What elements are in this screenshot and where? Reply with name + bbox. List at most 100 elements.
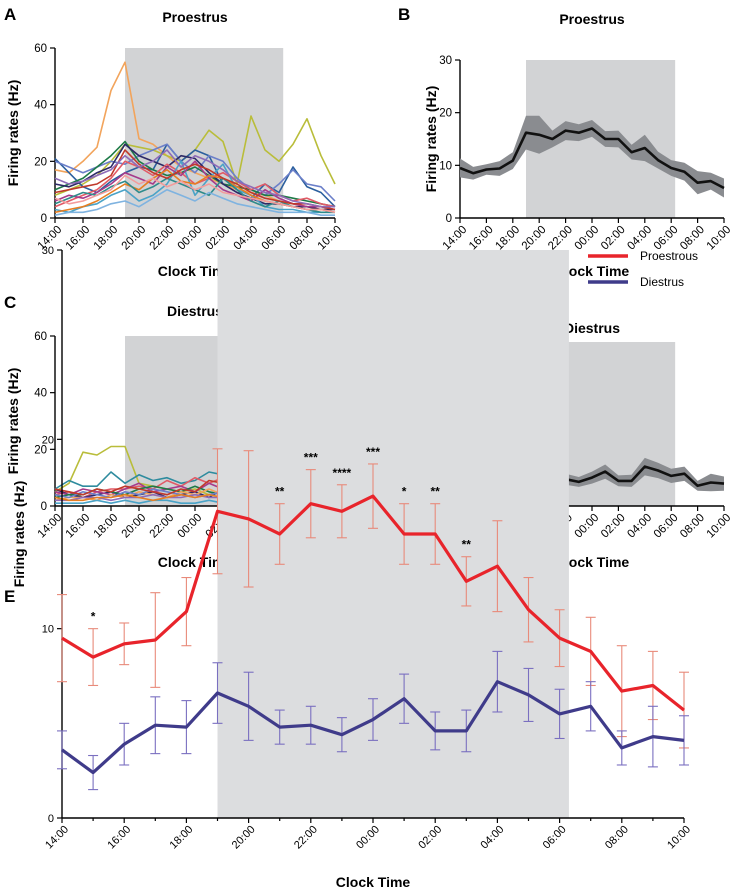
- x-tick-label: 02:00: [204, 224, 233, 253]
- y-tick-label: 60: [34, 43, 47, 55]
- significance-marker: ****: [333, 466, 352, 480]
- x-tick-label: 14:00: [43, 824, 71, 852]
- legend-label: Diestrus: [640, 275, 684, 289]
- neuron-trace: [54, 149, 336, 211]
- x-tick-label: 14:00: [441, 224, 470, 253]
- x-tick-label: 02:00: [416, 824, 444, 852]
- x-tick-label: 18:00: [493, 224, 522, 253]
- y-tick-label: 0: [41, 213, 47, 225]
- panel-letter: C: [4, 293, 16, 312]
- series-line: [61, 494, 685, 712]
- panel-title: Proestrus: [162, 9, 228, 25]
- x-tick-label: 16:00: [105, 824, 133, 852]
- legend-label: Proestrous: [640, 249, 698, 263]
- neuron-trace: [54, 188, 335, 216]
- neuron-trace: [54, 160, 336, 211]
- panel-title: Diestrus: [167, 303, 223, 319]
- panel-title: Proestrus: [559, 11, 625, 27]
- y-tick-label: 10: [42, 624, 54, 636]
- x-tick-label: 04:00: [625, 512, 654, 541]
- y-tick-label: 0: [446, 213, 452, 225]
- x-tick-label: 10:00: [705, 224, 734, 253]
- panel-letter: B: [398, 5, 410, 24]
- panel-title: Diestrus: [564, 320, 620, 336]
- neuron-trace: [54, 143, 336, 202]
- x-tick-label: 06:00: [260, 224, 289, 253]
- x-tick-label: 22:00: [148, 512, 177, 541]
- y-axis-label: Firing rates (Hz): [5, 80, 21, 187]
- x-tick-label: 20:00: [520, 224, 549, 253]
- neuron-trace: [54, 140, 336, 208]
- x-tick-label: 10:00: [665, 824, 693, 852]
- x-axis-label: Clock Time: [555, 554, 630, 570]
- x-tick-label: 18:00: [92, 224, 121, 253]
- x-tick-label: 06:00: [652, 512, 681, 541]
- x-tick-label: 16:00: [64, 512, 93, 541]
- x-axis-label: Clock Time: [555, 263, 630, 279]
- mean-line: [459, 127, 725, 190]
- x-tick-label: 18:00: [168, 824, 196, 852]
- y-tick-label: 60: [34, 331, 47, 343]
- x-tick-label: 04:00: [479, 824, 507, 852]
- x-tick-label: 08:00: [678, 512, 707, 541]
- significance-marker: **: [462, 538, 472, 552]
- x-axis-label: Clock Time: [158, 263, 233, 279]
- x-tick-label: 02:00: [599, 512, 628, 541]
- y-tick-label: 20: [34, 156, 47, 168]
- x-tick-label: 16:00: [64, 224, 93, 253]
- x-tick-label: 22:00: [292, 824, 320, 852]
- x-tick-label: 04:00: [232, 224, 261, 253]
- x-tick-label: 00:00: [354, 824, 382, 852]
- x-tick-label: 10:00: [705, 512, 734, 541]
- significance-marker: *: [91, 610, 96, 624]
- x-tick-label: 20:00: [230, 824, 258, 852]
- x-tick-label: 00:00: [573, 224, 602, 253]
- y-tick-label: 0: [48, 813, 54, 825]
- y-tick-label: 10: [439, 160, 452, 172]
- y-tick-label: 20: [439, 108, 452, 120]
- x-tick-label: 14:00: [36, 512, 65, 541]
- neuron-trace: [54, 149, 335, 208]
- x-tick-label: 16:00: [467, 224, 496, 253]
- neuron-trace: [54, 160, 335, 214]
- x-axis-label: Clock Time: [158, 554, 233, 570]
- y-axis-label: Firing rates (Hz): [5, 368, 21, 475]
- significance-marker: ***: [366, 445, 380, 459]
- neuron-trace: [54, 174, 336, 214]
- x-tick-label: 00:00: [176, 224, 205, 253]
- night-shading: [217, 250, 569, 818]
- x-tick-label: 00:00: [573, 512, 602, 541]
- x-tick-label: 22:00: [148, 224, 177, 253]
- x-tick-label: 02:00: [599, 224, 628, 253]
- x-tick-label: 20:00: [120, 224, 149, 253]
- y-tick-label: 30: [42, 245, 54, 257]
- significance-marker: **: [275, 485, 285, 499]
- significance-marker: *: [402, 485, 407, 499]
- y-tick-label: 30: [439, 55, 452, 67]
- series-line: [61, 680, 685, 775]
- x-tick-label: 06:00: [541, 824, 569, 852]
- y-tick-label: 40: [34, 100, 47, 112]
- x-tick-label: 22:00: [546, 224, 575, 253]
- panel-letter: E: [4, 587, 15, 606]
- x-axis-label: Clock Time: [336, 874, 411, 890]
- x-tick-label: 10:00: [316, 224, 345, 253]
- y-axis-label: Firing rates (Hz): [11, 481, 27, 588]
- y-tick-label: 20: [42, 434, 54, 446]
- x-tick-label: 00:00: [176, 512, 205, 541]
- y-tick-label: 20: [34, 444, 47, 456]
- significance-marker: ***: [304, 451, 318, 465]
- panel-letter: A: [4, 5, 16, 24]
- x-tick-label: 08:00: [603, 824, 631, 852]
- y-tick-label: 40: [34, 388, 47, 400]
- x-tick-label: 18:00: [92, 512, 121, 541]
- x-tick-label: 08:00: [288, 224, 317, 253]
- y-axis-label: Firing rates (Hz): [423, 86, 439, 193]
- y-tick-label: 0: [41, 501, 47, 513]
- x-tick-label: 20:00: [120, 512, 149, 541]
- panel-b: 0 10 20 30 14:0016:0018:0020:0022:0000:0002:…: [398, 5, 733, 279]
- sem-band: [460, 115, 724, 198]
